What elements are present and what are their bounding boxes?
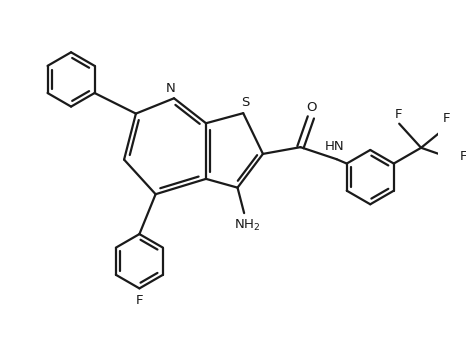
Text: O: O — [307, 101, 317, 114]
Text: F: F — [442, 112, 450, 125]
Text: S: S — [241, 96, 249, 109]
Text: NH$_2$: NH$_2$ — [234, 218, 261, 233]
Text: F: F — [136, 294, 143, 307]
Text: F: F — [395, 108, 402, 121]
Text: HN: HN — [325, 140, 344, 153]
Text: F: F — [460, 150, 466, 163]
Text: N: N — [165, 82, 175, 95]
